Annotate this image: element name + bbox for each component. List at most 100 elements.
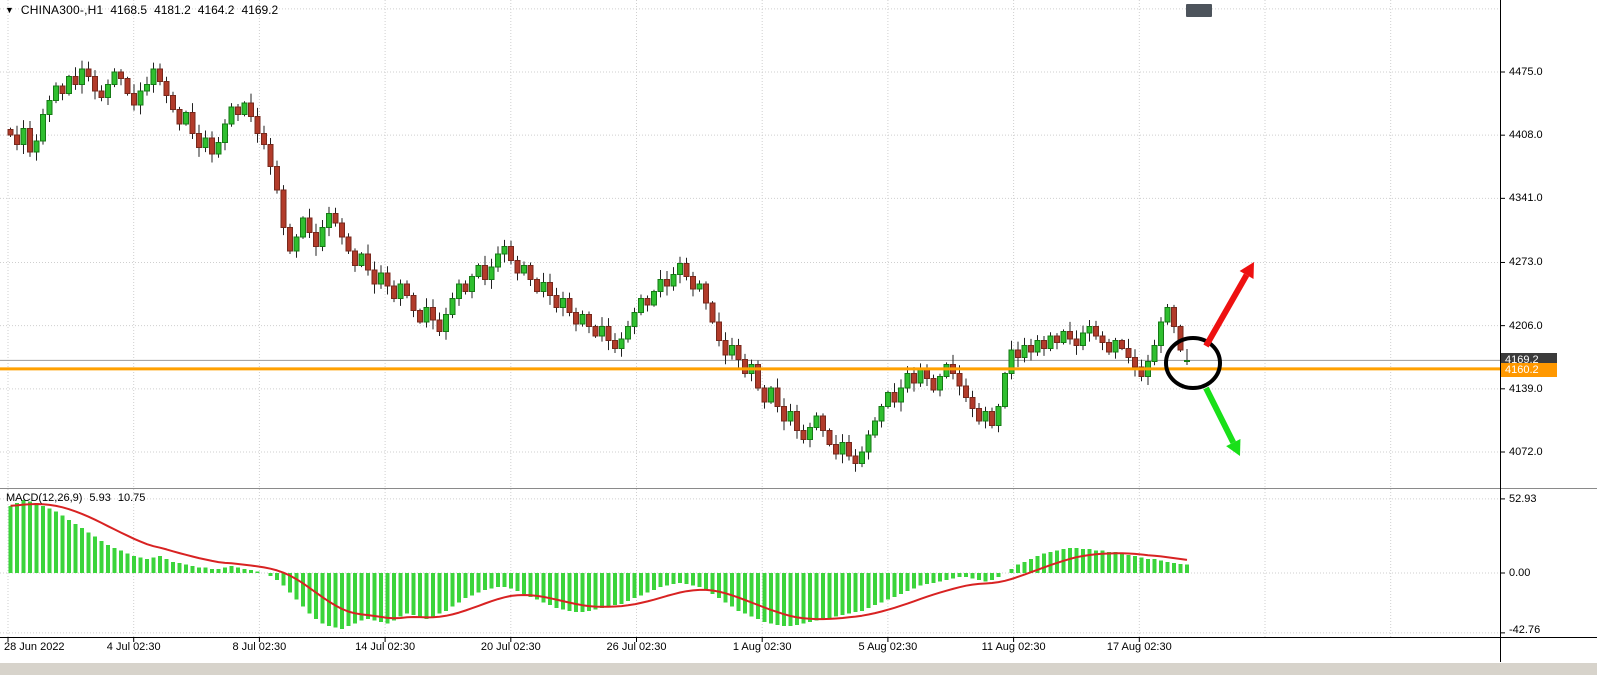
macd-histogram-bar bbox=[138, 557, 143, 573]
macd-histogram-bar bbox=[372, 573, 377, 621]
macd-histogram-bar bbox=[145, 559, 149, 573]
candle-body bbox=[163, 80, 170, 97]
candle-body bbox=[92, 76, 98, 92]
macd-histogram-bar bbox=[808, 573, 812, 622]
macd-histogram-bar bbox=[281, 573, 286, 586]
macd-histogram-bar bbox=[905, 573, 910, 592]
candle-body bbox=[215, 142, 222, 155]
candle-body bbox=[280, 189, 287, 229]
candle-body bbox=[755, 363, 761, 389]
macd-histogram-bar bbox=[1081, 549, 1085, 573]
price-axis-label: 4139.0 bbox=[1509, 382, 1543, 395]
candle-body bbox=[79, 68, 85, 85]
macd-histogram-bar bbox=[132, 556, 136, 573]
macd-histogram-bar bbox=[782, 573, 786, 627]
macd-signal-line bbox=[10, 503, 1188, 621]
macd-histogram-bar bbox=[353, 573, 357, 624]
macd-histogram-bar bbox=[814, 573, 819, 621]
candle-body bbox=[761, 387, 768, 403]
candle-body bbox=[618, 338, 625, 349]
macd-histogram-bar bbox=[509, 573, 513, 589]
candle-body bbox=[1073, 338, 1080, 346]
candle-body bbox=[683, 262, 690, 278]
macd-histogram-bar bbox=[658, 573, 663, 587]
macd-indicator-name: MACD(12,26,9) bbox=[6, 492, 83, 504]
macd-axis-label: -42.76 bbox=[1509, 624, 1541, 636]
candle-body bbox=[176, 109, 183, 125]
macd-histogram-bar bbox=[931, 573, 936, 583]
candle-body bbox=[969, 396, 976, 410]
candle-body bbox=[1028, 344, 1034, 353]
macd-histogram-bar bbox=[112, 547, 117, 573]
candle-body bbox=[917, 368, 924, 384]
candle-body bbox=[644, 297, 651, 306]
candle-body bbox=[1132, 357, 1138, 368]
candle-body bbox=[872, 420, 878, 436]
candle-body bbox=[904, 373, 911, 389]
macd-histogram-bar bbox=[294, 573, 299, 600]
time-axis-label: 20 Jul 02:30 bbox=[480, 641, 541, 653]
macd-histogram-bar bbox=[606, 573, 611, 607]
macd-histogram-bar bbox=[80, 528, 84, 573]
macd-histogram-bar bbox=[736, 573, 741, 611]
macd-histogram-bar bbox=[1178, 563, 1183, 573]
candle-body bbox=[800, 429, 807, 441]
candle-body bbox=[553, 294, 560, 309]
macd-histogram-bar bbox=[1029, 559, 1033, 573]
macd-histogram-bar bbox=[34, 503, 39, 573]
macd-histogram-bar bbox=[840, 573, 845, 615]
candle-body bbox=[833, 443, 839, 455]
candle-body bbox=[924, 368, 930, 379]
candle-body bbox=[443, 313, 449, 332]
macd-histogram-bar bbox=[652, 573, 656, 590]
macd-histogram-bar bbox=[535, 573, 539, 600]
macd-histogram-bar bbox=[301, 573, 305, 607]
candle-body bbox=[456, 283, 462, 299]
macd-histogram-bar bbox=[216, 568, 221, 573]
candle-body bbox=[612, 340, 618, 349]
macd-histogram-bar bbox=[860, 573, 864, 611]
macd-histogram-bar bbox=[450, 573, 455, 607]
macd-histogram-bar bbox=[1133, 556, 1137, 573]
candle-body bbox=[358, 253, 365, 266]
macd-histogram-bar bbox=[444, 573, 448, 611]
candle-body bbox=[98, 90, 105, 98]
candle-body bbox=[189, 112, 196, 134]
candle-body bbox=[605, 326, 612, 342]
macd-axis-label: 52.93 bbox=[1509, 492, 1537, 505]
macd-histogram-bar bbox=[190, 566, 195, 573]
macd-histogram-bar bbox=[626, 573, 630, 601]
symbol-dropdown-icon[interactable]: ▼ bbox=[5, 5, 14, 15]
candle-body bbox=[46, 99, 53, 115]
candle-body bbox=[53, 85, 59, 101]
candle-body bbox=[943, 363, 950, 378]
macd-histogram-bar bbox=[242, 568, 247, 573]
macd-histogram-bar bbox=[892, 573, 897, 597]
macd-histogram-bar bbox=[327, 573, 331, 627]
candle-body bbox=[105, 83, 111, 98]
macd-histogram-bar bbox=[184, 564, 188, 573]
macd-histogram-bar bbox=[93, 536, 97, 573]
chart-shift-marker[interactable] bbox=[1186, 4, 1212, 17]
candle-body bbox=[1158, 321, 1164, 346]
down-arrow-shaft bbox=[1203, 386, 1236, 444]
macd-histogram-bar bbox=[502, 573, 507, 587]
candle-body bbox=[735, 344, 742, 361]
candle-body bbox=[1093, 326, 1099, 337]
candle-body bbox=[300, 217, 306, 238]
macd-histogram-bar bbox=[1126, 554, 1131, 573]
candle-body bbox=[254, 115, 261, 134]
macd-histogram-bar bbox=[210, 568, 214, 573]
annotation-circle bbox=[1164, 336, 1222, 390]
candle-body bbox=[261, 132, 267, 146]
macd-histogram-bar bbox=[691, 573, 695, 586]
macd-histogram-bar bbox=[119, 550, 123, 573]
macd-histogram-bar bbox=[1087, 549, 1092, 573]
candle-body bbox=[378, 272, 384, 285]
macd-histogram-bar bbox=[821, 573, 825, 620]
chart-header: ▼ CHINA300-,H1 4168.5 4181.2 4164.2 4169… bbox=[5, 3, 278, 17]
macd-histogram-bar bbox=[457, 573, 461, 603]
macd-histogram-bar bbox=[158, 556, 162, 573]
candle-body bbox=[397, 283, 404, 299]
